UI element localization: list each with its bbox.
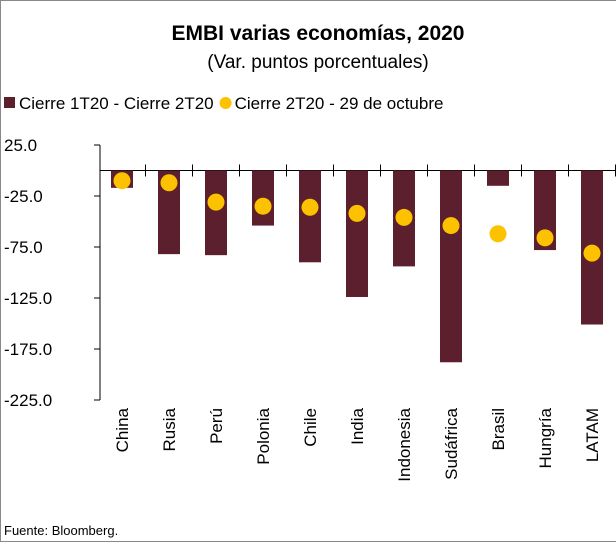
y-tick-label: -175.0	[4, 340, 52, 359]
chart-subtitle: (Var. puntos porcentuales)	[207, 52, 428, 73]
x-tick-label: Rusia	[160, 407, 179, 451]
y-tick-label: 25.0	[4, 136, 37, 155]
bar	[487, 170, 509, 186]
dot	[254, 197, 272, 215]
x-tick-label: LATAM	[583, 408, 602, 462]
dot	[536, 229, 554, 247]
legend-label: Cierre 2T20 - 29 de octubre	[235, 94, 444, 113]
bar	[299, 170, 321, 263]
dot	[113, 172, 131, 190]
y-tick-label: -225.0	[4, 391, 52, 410]
y-tick-label: -125.0	[4, 289, 52, 308]
dot	[442, 217, 460, 235]
x-tick-label: Hungría	[536, 407, 555, 468]
dot	[583, 244, 601, 262]
x-tick-label: Chile	[301, 408, 320, 447]
bar	[158, 170, 180, 255]
chart-title: EMBI varias economías, 2020	[172, 22, 465, 45]
legend-swatch	[219, 97, 232, 109]
x-tick-label: China	[113, 407, 132, 452]
x-tick-label: Sudáfrica	[442, 407, 461, 479]
bar	[534, 170, 556, 251]
dot	[301, 198, 319, 216]
dot	[395, 208, 413, 226]
x-tick-label: Brasil	[489, 408, 508, 451]
x-tick-label: Polonia	[254, 407, 273, 464]
y-tick-label: -75.0	[4, 238, 43, 257]
dot	[207, 193, 225, 211]
dot	[160, 174, 178, 192]
x-tick-label: India	[348, 407, 367, 444]
legend-swatch	[4, 97, 15, 108]
y-tick-label: -25.0	[4, 187, 43, 206]
bar	[440, 170, 462, 363]
dot	[348, 204, 366, 222]
source: Fuente: Bloomberg.	[4, 523, 118, 538]
bar	[346, 170, 368, 297]
legend-label: Cierre 1T20 - Cierre 2T20	[19, 94, 214, 113]
x-tick-label: Perú	[207, 408, 226, 444]
bar	[205, 170, 227, 256]
dot	[489, 225, 507, 243]
x-tick-label: Indonesia	[395, 407, 414, 481]
